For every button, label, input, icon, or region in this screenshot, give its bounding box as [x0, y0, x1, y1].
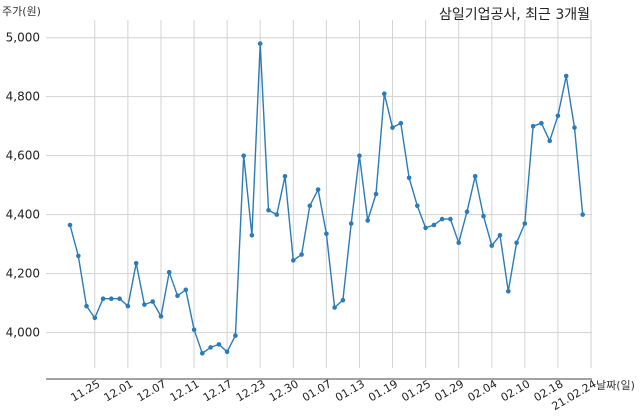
x-tick-label: 11.25	[69, 377, 103, 404]
price-point	[423, 225, 428, 231]
price-point	[92, 315, 98, 321]
x-tick-label: 12.01	[102, 377, 136, 404]
y-tick-label: 4,600	[6, 149, 40, 163]
price-point	[150, 299, 155, 304]
price-point	[456, 240, 462, 245]
price-point	[472, 174, 478, 179]
price-point	[348, 221, 354, 226]
price-point	[125, 303, 131, 309]
price-point	[547, 138, 552, 144]
grid-layer	[46, 20, 592, 368]
price-point	[530, 123, 536, 129]
price-point	[489, 243, 495, 248]
price-point	[233, 333, 238, 338]
y-tick-label: 4,800	[6, 90, 40, 104]
x-tick-label: 01.25	[399, 377, 433, 404]
price-point	[158, 314, 164, 319]
price-point	[522, 221, 528, 226]
price-point	[76, 253, 81, 259]
price-point	[390, 125, 395, 130]
price-point	[555, 113, 561, 119]
price-point	[291, 258, 296, 263]
y-tick-label: 4,200	[6, 267, 40, 281]
price-point	[266, 207, 271, 213]
x-tick-label: 12.23	[234, 377, 268, 404]
y-tick-label: 5,000	[6, 31, 40, 45]
price-point	[563, 73, 569, 79]
price-point	[580, 212, 585, 217]
y-tick-label: 4,400	[6, 208, 40, 222]
price-point	[464, 209, 470, 214]
y-axis-label: 주가(원)	[2, 5, 41, 18]
price-point	[572, 125, 577, 130]
price-point	[299, 252, 304, 257]
x-tick-label: 12.11	[168, 377, 202, 404]
x-tick-label: 01.29	[432, 377, 466, 404]
price-point	[282, 174, 288, 179]
price-point	[340, 297, 346, 303]
price-point	[357, 153, 362, 158]
price-point	[142, 302, 147, 307]
price-point	[67, 222, 73, 228]
price-point	[324, 231, 329, 237]
y-tick-label: 4,000	[6, 326, 40, 340]
price-point	[539, 120, 544, 126]
price-point	[439, 216, 445, 222]
x-tick-label: 12.30	[267, 377, 301, 404]
x-tick-label: 01.13	[333, 377, 367, 404]
x-tick-label: 01.19	[366, 377, 400, 404]
price-point	[216, 342, 222, 347]
x-tick-label: 02.04	[465, 377, 499, 404]
price-point	[274, 212, 280, 217]
price-point	[166, 269, 172, 275]
price-point	[315, 187, 321, 192]
x-tick-label: 01.07	[300, 377, 334, 404]
price-point	[100, 296, 106, 302]
price-point	[109, 296, 114, 302]
price-point	[183, 287, 189, 293]
point-layer	[67, 41, 585, 356]
price-point	[191, 327, 197, 333]
price-point	[249, 233, 255, 238]
x-tick-label: 12.07	[135, 377, 169, 404]
price-point	[365, 218, 371, 223]
price-point	[208, 345, 213, 350]
price-point	[506, 289, 511, 294]
price-point	[175, 293, 180, 299]
price-point	[398, 120, 404, 126]
price-point	[332, 305, 337, 310]
price-point	[241, 153, 246, 158]
price-point	[84, 303, 89, 309]
price-point	[481, 213, 486, 219]
price-point	[117, 296, 122, 302]
price-point	[373, 191, 379, 197]
price-point	[415, 203, 420, 209]
price-point	[431, 222, 437, 228]
price-point	[497, 233, 503, 238]
price-point	[200, 351, 205, 356]
price-point	[514, 240, 519, 245]
chart-title: 삼일기업공사, 최근 3개월	[439, 7, 590, 23]
price-point	[224, 349, 230, 355]
price-point	[133, 261, 139, 266]
price-point	[406, 175, 412, 181]
price-point	[382, 91, 387, 96]
x-tick-label: 12.17	[201, 377, 235, 404]
x-axis-label: 날짜(일)	[596, 378, 635, 392]
price-point	[257, 41, 263, 46]
price-point	[448, 216, 453, 222]
price-point	[307, 203, 313, 209]
x-tick-label: 02.10	[499, 377, 533, 404]
